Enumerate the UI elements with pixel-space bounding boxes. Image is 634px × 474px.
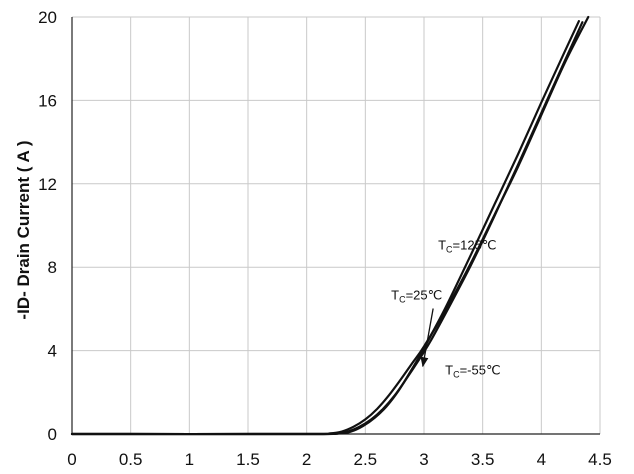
x-tick-label: 4.5	[588, 450, 612, 469]
x-tick-label: 3.5	[471, 450, 495, 469]
annotation-arrow	[420, 308, 434, 368]
series-line-3	[70, 20, 580, 436]
y-tick-label: 0	[48, 425, 57, 444]
series-annotation-2: TC=25℃	[391, 288, 442, 305]
x-tick-label: 1.5	[236, 450, 260, 469]
x-tick-label: 3	[419, 450, 428, 469]
series-annotation-3: TC=-55℃	[445, 363, 500, 380]
series-line-1	[70, 15, 590, 436]
y-tick-label: 16	[38, 91, 57, 110]
x-tick-label: 2.5	[354, 450, 378, 469]
grid-layer	[71, 16, 601, 435]
x-tick-label: 0.5	[119, 450, 143, 469]
y-tick-label: 12	[38, 175, 57, 194]
x-tick-label: 2	[302, 450, 311, 469]
series-line-2	[70, 21, 584, 436]
label-layer: -ID- Drain Current ( A )	[14, 140, 33, 319]
y-tick-label: 8	[48, 258, 57, 277]
y-tick-label: 20	[38, 8, 57, 27]
series-annotation-1: TC=125℃	[438, 237, 496, 254]
x-tick-label: 1	[185, 450, 194, 469]
annotation-layer: TC=125℃ TC=25℃ TC=-55℃	[391, 237, 500, 379]
x-tick-label: 0	[67, 450, 76, 469]
y-tick-label: 4	[48, 342, 57, 361]
series-layer	[70, 15, 590, 436]
x-tick-label: 4	[537, 450, 546, 469]
axis-layer: 0 0.5 1 1.5 2 2.5 3 3.5 4 4.5 0 4 8 12 16 20	[38, 8, 612, 469]
y-axis-title: -ID- Drain Current ( A )	[14, 140, 33, 319]
